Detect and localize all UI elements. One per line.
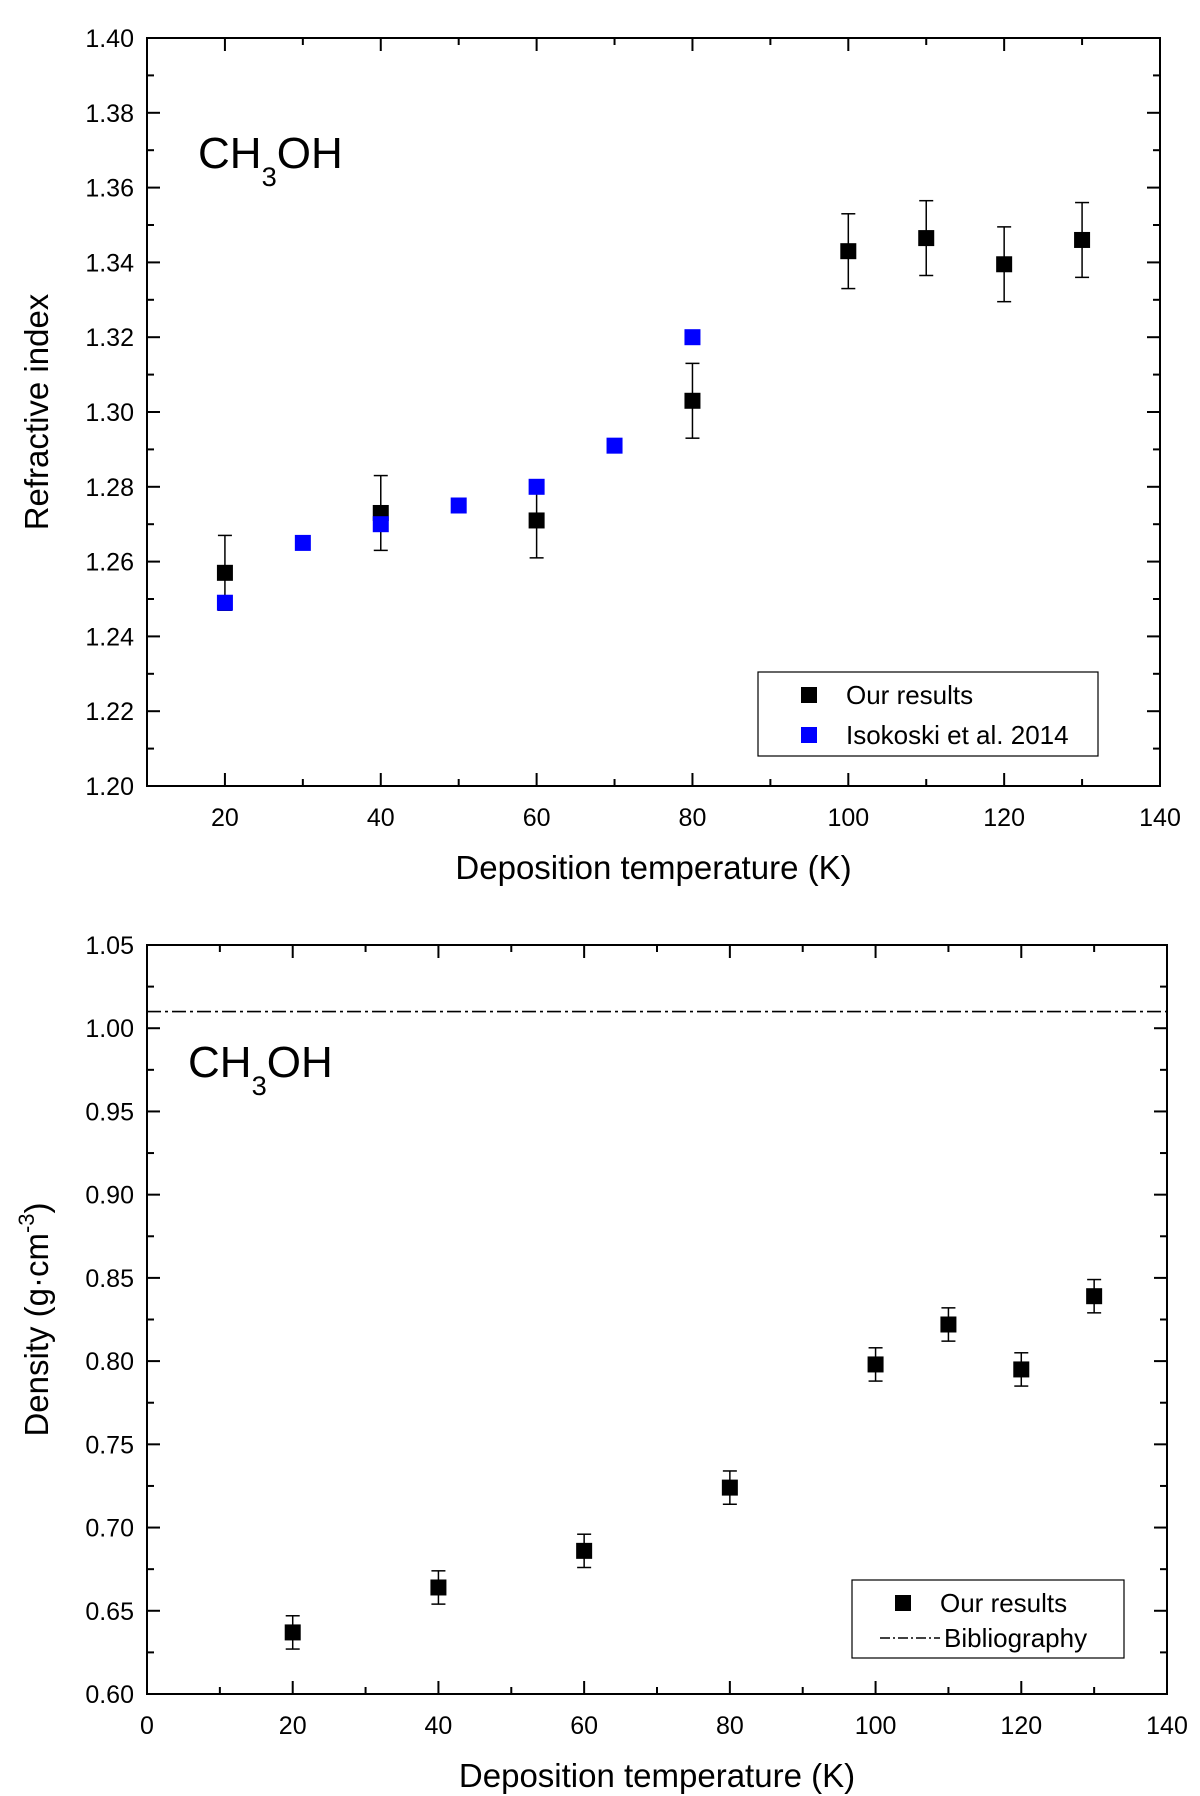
- data-point: [940, 1316, 957, 1333]
- y-axis-label-text: Refractive index: [18, 293, 55, 530]
- data-point: [576, 1542, 593, 1559]
- data-point: [430, 1579, 447, 1596]
- y-tick-label: 1.40: [85, 25, 134, 53]
- x-tick-label: 0: [140, 1712, 154, 1740]
- data-point: [1074, 231, 1091, 248]
- data-point: [918, 230, 935, 247]
- data-point: [840, 243, 857, 260]
- legend-marker: [801, 687, 817, 703]
- y-axis-label: Density (g·cm-3): [14, 1202, 55, 1436]
- data-point: [684, 392, 701, 409]
- data-point: [1013, 1361, 1030, 1378]
- formula-main: CH: [198, 129, 262, 178]
- legend-marker: [801, 727, 817, 743]
- data-point: [284, 1624, 301, 1641]
- series-0: [284, 1278, 1103, 1650]
- data-point: [528, 512, 545, 529]
- legend-label: Our results: [846, 680, 973, 710]
- y-tick-label: 0.70: [85, 1515, 134, 1543]
- x-tick-label: 120: [983, 804, 1025, 832]
- y-tick-label: 0.95: [85, 1098, 134, 1126]
- x-tick-label: 80: [679, 804, 707, 832]
- data-point: [867, 1356, 884, 1373]
- data-point: [372, 516, 389, 533]
- y-axis-label-end: ): [18, 1202, 55, 1213]
- y-tick-label: 0.80: [85, 1348, 134, 1376]
- x-tick-label: 20: [279, 1712, 307, 1740]
- y-tick-label: 1.32: [85, 324, 134, 352]
- x-tick-label: 40: [425, 1712, 453, 1740]
- x-tick-label: 60: [523, 804, 551, 832]
- y-tick-label: 1.20: [85, 773, 134, 801]
- data-point: [450, 497, 467, 514]
- legend-label: Our results: [940, 1588, 1067, 1618]
- y-tick-label: 0.85: [85, 1265, 134, 1293]
- x-tick-label: 20: [211, 804, 239, 832]
- y-tick-label: 1.05: [85, 932, 134, 960]
- x-tick-label: 140: [1146, 1712, 1188, 1740]
- data-point: [996, 256, 1013, 273]
- refractive-index-chart: 20 40 60 80 100 120 140 1.20 1.22 1.24 1.26 1.28 1.3…: [18, 25, 1181, 886]
- y-tick-label: 0.65: [85, 1598, 134, 1626]
- x-tick-label: 120: [1000, 1712, 1042, 1740]
- y-tick-label: 1.36: [85, 175, 134, 203]
- data-point: [684, 329, 701, 346]
- legend-marker: [895, 1595, 911, 1611]
- y-tick-label: 0.60: [85, 1681, 134, 1709]
- formula-subscript: 3: [262, 161, 277, 192]
- x-tick-label: 80: [716, 1712, 744, 1740]
- y-tick-label: 0.75: [85, 1431, 134, 1459]
- y-axis-label-text: Density (g·cm: [18, 1233, 55, 1437]
- data-point: [606, 437, 623, 454]
- x-axis-label: Deposition temperature (K): [459, 1757, 855, 1794]
- y-tick-label: 1.22: [85, 698, 134, 726]
- x-tick-label: 40: [367, 804, 395, 832]
- data-point: [216, 564, 233, 581]
- data-point: [216, 594, 233, 611]
- y-tick-label: 0.90: [85, 1182, 134, 1210]
- legend-label: Isokoski et al. 2014: [846, 720, 1069, 750]
- data-point: [294, 534, 311, 551]
- y-tick-label: 1.00: [85, 1015, 134, 1043]
- y-tick-label: 1.30: [85, 399, 134, 427]
- y-tick-label: 1.24: [85, 623, 134, 651]
- y-axis-label: Refractive index: [18, 293, 55, 530]
- formula-annotation: CH3OH: [188, 1038, 333, 1101]
- legend-label: Bibliography: [944, 1623, 1087, 1653]
- formula-rest: OH: [277, 129, 343, 178]
- y-tick-label: 1.38: [85, 100, 134, 128]
- x-tick-label: 60: [570, 1712, 598, 1740]
- y-tick-label: 1.34: [85, 249, 134, 277]
- legend: Our results Isokoski et al. 2014: [757, 671, 1099, 757]
- legend-box: [851, 1579, 1125, 1659]
- formula-main: CH: [188, 1038, 252, 1087]
- density-chart: 0 20 40 60 80 100 120 140 0.60 0.65 0.70 0.75 0.80 0.…: [14, 932, 1188, 1794]
- legend: Our results Bibliography: [851, 1579, 1125, 1659]
- formula-rest: OH: [267, 1038, 333, 1087]
- data-point: [1086, 1288, 1103, 1305]
- y-tick-label: 1.26: [85, 549, 134, 577]
- y-tick-label: 1.28: [85, 474, 134, 502]
- formula-subscript: 3: [252, 1070, 267, 1101]
- series-0: [216, 199, 1091, 611]
- x-axis-label: Deposition temperature (K): [455, 849, 851, 886]
- formula-annotation: CH3OH: [198, 129, 343, 192]
- x-tick-label: 100: [855, 1712, 897, 1740]
- y-axis-label-sup: -3: [14, 1213, 39, 1233]
- x-tick-label: 100: [827, 804, 869, 832]
- data-point: [528, 478, 545, 495]
- series-1: [216, 329, 701, 611]
- data-point: [721, 1479, 738, 1496]
- x-tick-label: 140: [1139, 804, 1181, 832]
